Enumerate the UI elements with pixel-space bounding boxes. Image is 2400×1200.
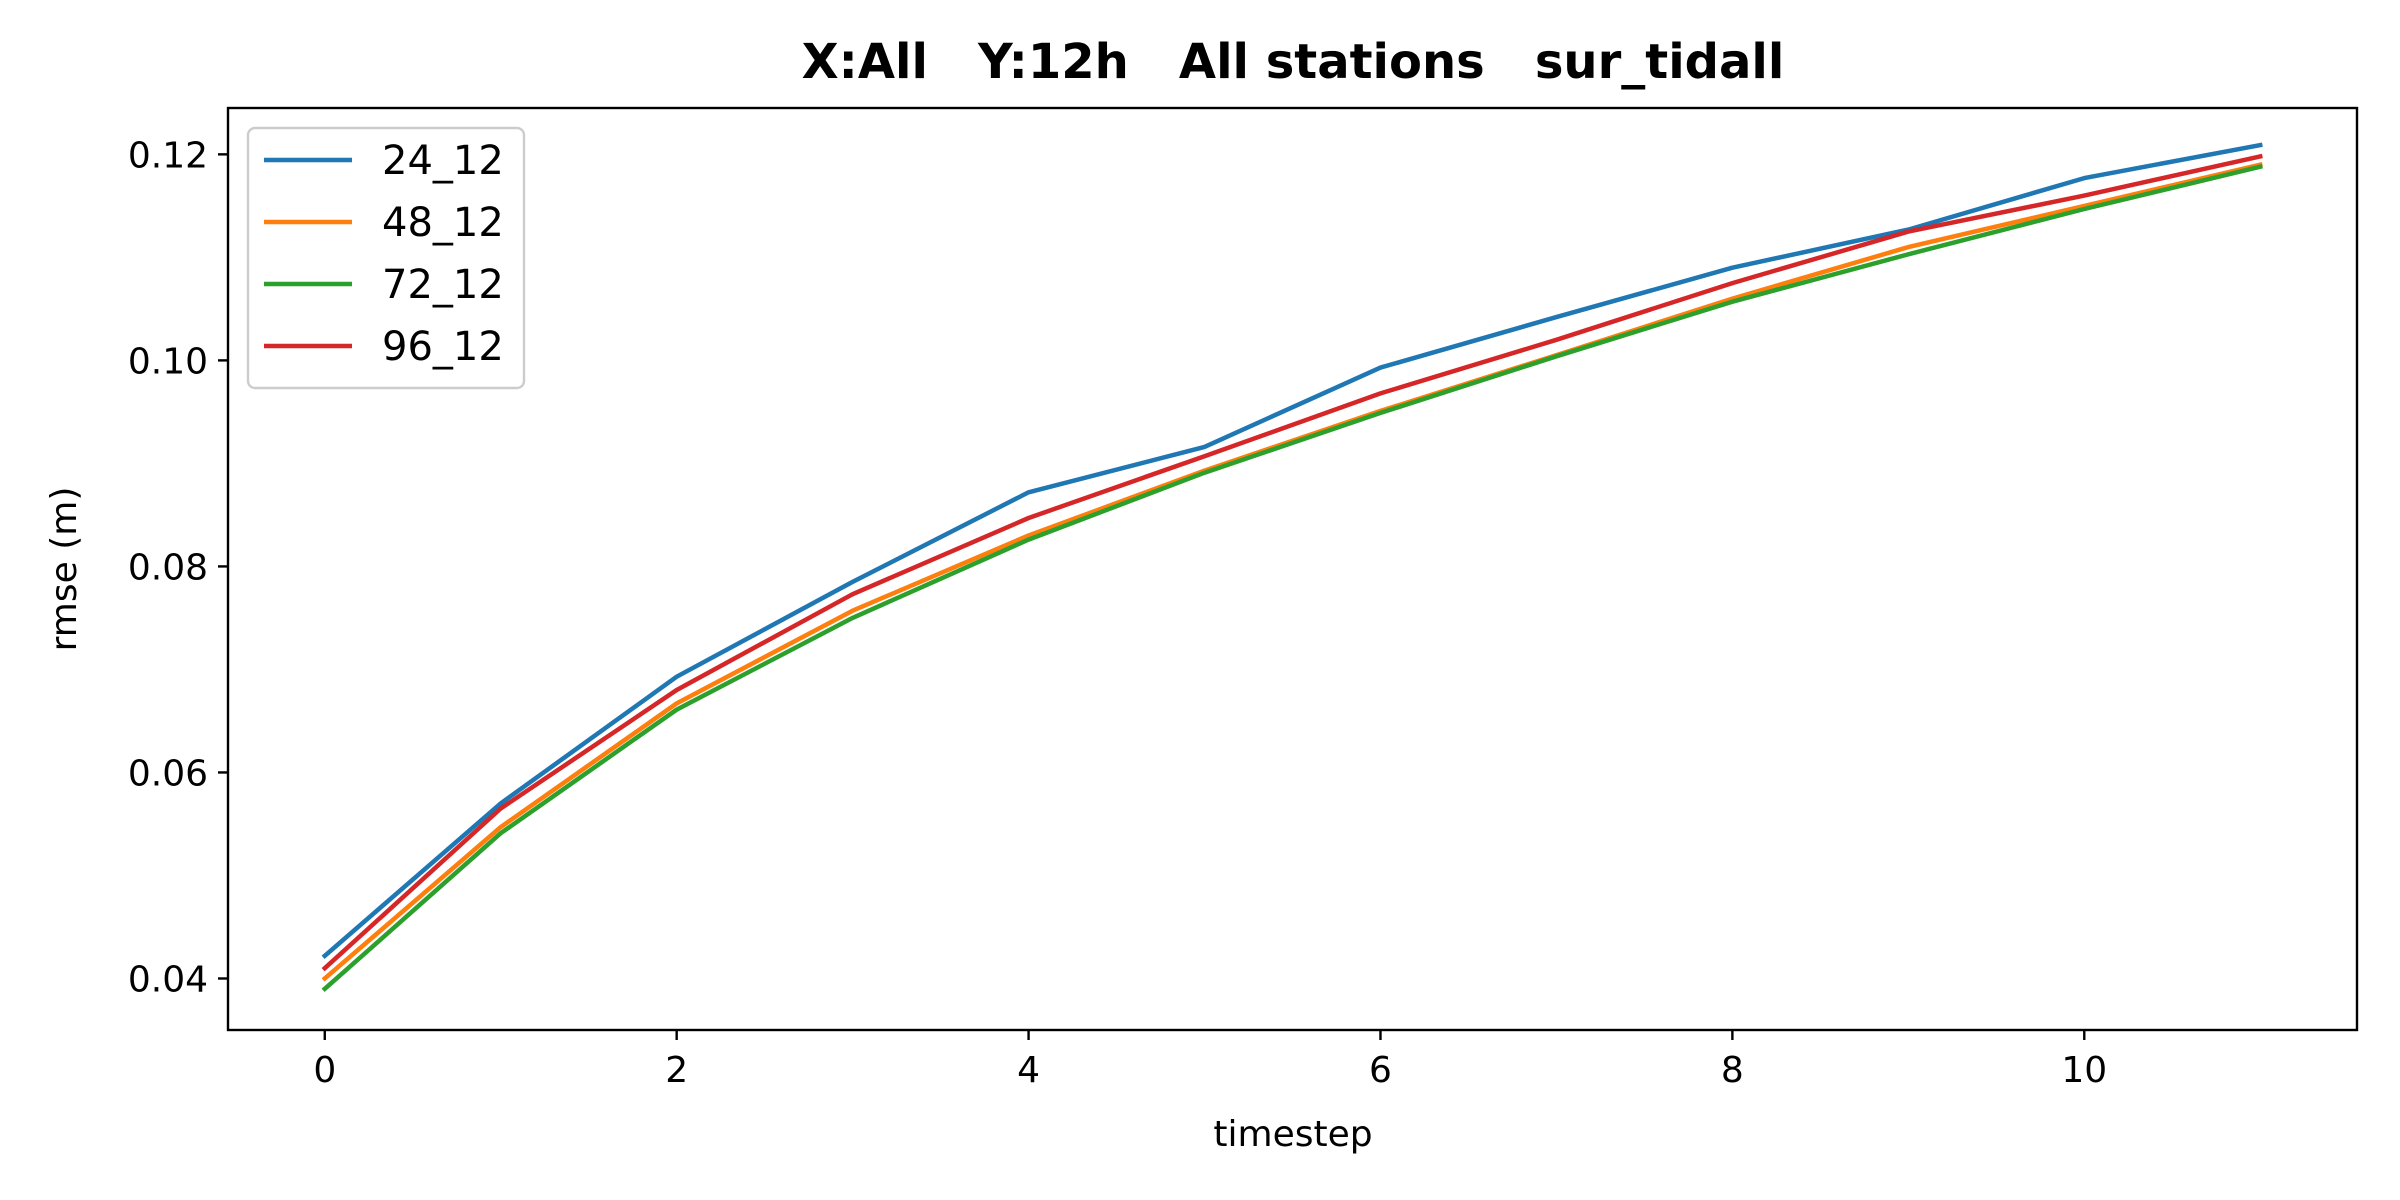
legend-label-24_12: 24_12 [382,138,504,184]
x-axis-label: timestep [1213,1114,1372,1155]
x-tick-label: 2 [665,1050,688,1091]
legend-frame [246,126,526,390]
series-layer [321,142,2263,992]
y-tick-label: 0.10 [128,341,208,382]
legend: 24_12 48_12 72_12 96_12 [246,126,526,390]
y-tick-label: 0.08 [128,547,208,588]
x-tick-label: 6 [1369,1050,1392,1091]
y-axis-label: rmse (m) [44,487,85,652]
y-tick-label: 0.06 [128,753,208,794]
x-tick-label: 4 [1017,1050,1040,1091]
plot-background [228,108,2357,1030]
x-tick-label: 10 [2061,1050,2107,1091]
series-line-72_12 [321,163,2263,992]
legend-label-48_12: 48_12 [382,200,504,246]
series-line-24_12 [321,142,2263,959]
y-tick-label: 0.12 [128,135,208,176]
x-axis: 0 2 4 6 8 10 [313,1030,2107,1091]
legend-label-96_12: 96_12 [382,324,504,370]
chart-title: X:All Y:12h All stations sur_tidall [802,34,1785,90]
plot-frame [226,106,2359,1032]
series-line-96_12 [321,153,2263,972]
y-tick-label: 0.04 [128,959,208,1000]
x-tick-label: 0 [313,1050,336,1091]
x-tick-label: 8 [1721,1050,1744,1091]
y-axis: 0.04 0.06 0.08 0.10 0.12 [128,135,228,1000]
legend-label-72_12: 72_12 [382,262,504,308]
plot-area [228,108,2357,1030]
